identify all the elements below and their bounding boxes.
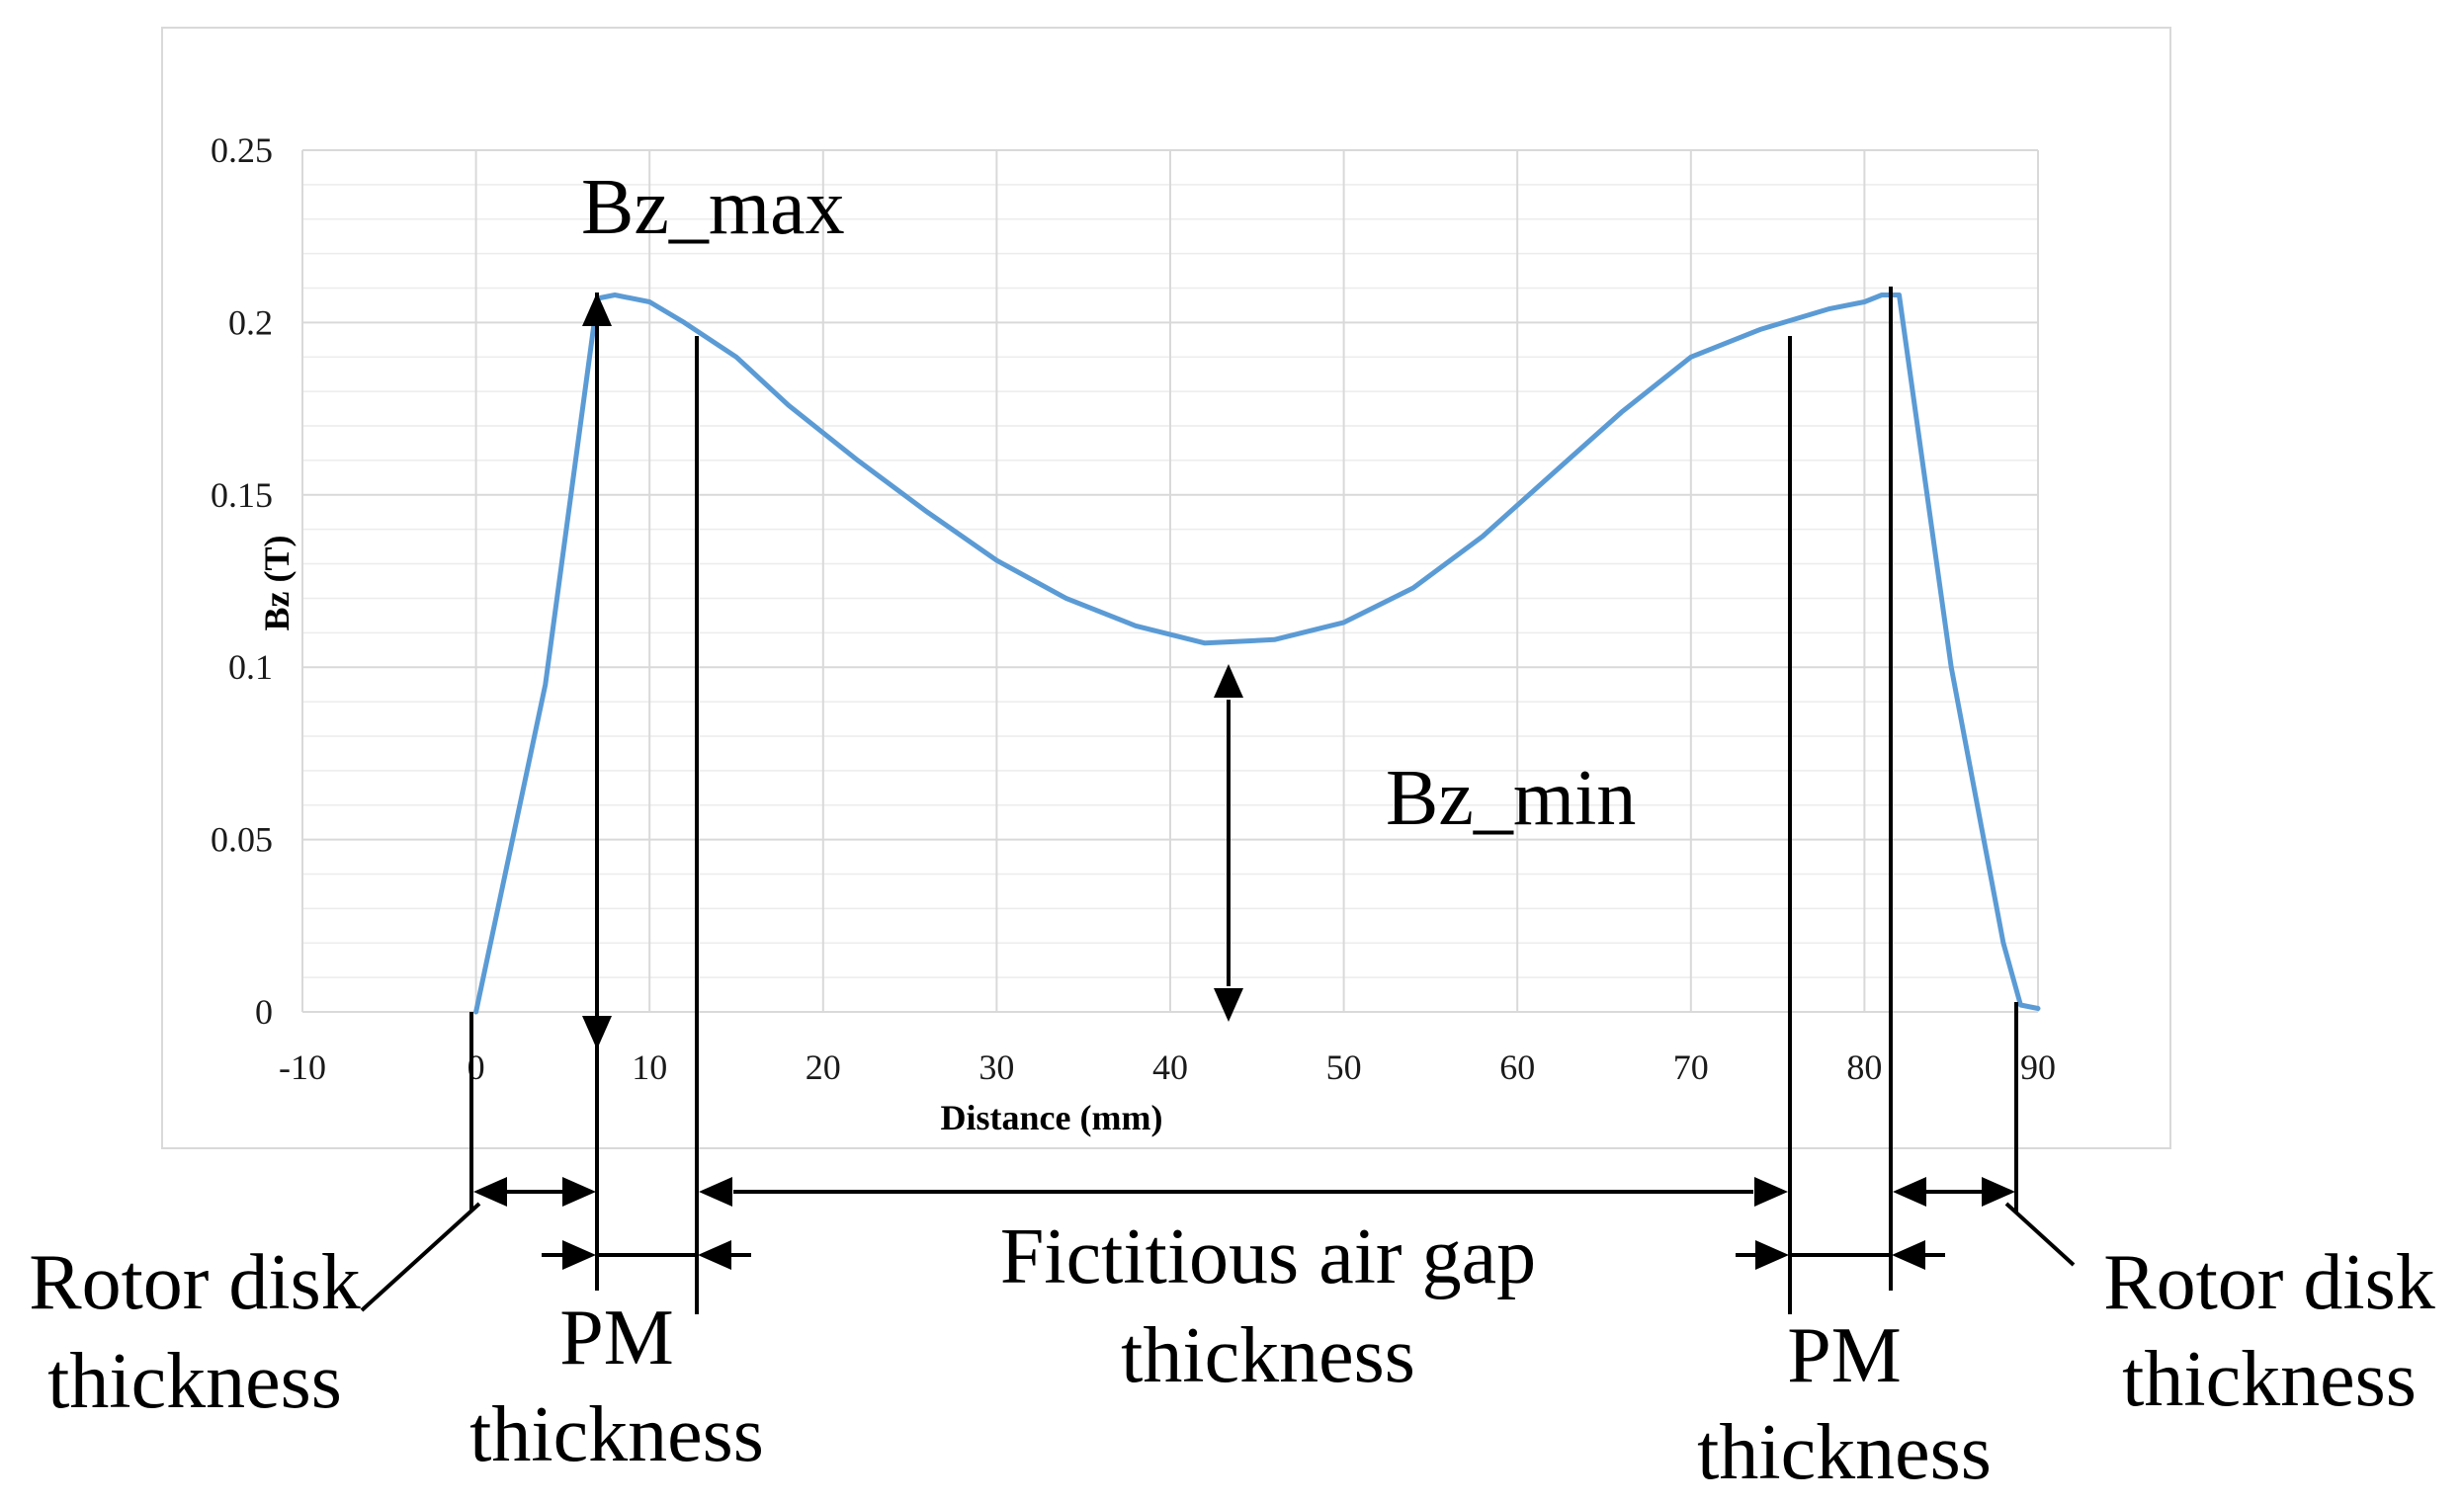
rotor-right-arrow-head-left xyxy=(1893,1177,1926,1207)
pm-right-label-line2: thickness xyxy=(1697,1409,1992,1496)
bz-max-arrow-head-bottom xyxy=(582,1016,612,1049)
rotor-left-arrow-head-left xyxy=(473,1177,507,1207)
pm-left-arrow-head-left xyxy=(562,1240,596,1270)
y-tick-label: 0.25 xyxy=(211,130,273,170)
bz-min-arrow-head-top xyxy=(1214,664,1243,698)
x-axis-title: Distance (mm) xyxy=(941,1098,1163,1137)
x-tick-label: 80 xyxy=(1846,1047,1882,1087)
x-tick-label: 40 xyxy=(1152,1047,1188,1087)
x-tick-label: 30 xyxy=(978,1047,1014,1087)
rotor-disk-right-label-line2: thickness xyxy=(2122,1336,2417,1423)
air-gap-arrow-head-right xyxy=(1754,1177,1788,1207)
pm-left-label-line2: thickness xyxy=(469,1391,764,1478)
bz-max-arrow-head-top xyxy=(582,293,612,326)
air-gap-label-line2: thickness xyxy=(1121,1312,1415,1399)
x-tick-label: 90 xyxy=(2020,1047,2056,1087)
bz-min-label: Bz_min xyxy=(1386,755,1636,842)
y-tick-label: 0.15 xyxy=(211,475,273,515)
y-axis-title: Bz (T) xyxy=(257,536,297,631)
y-tick-label: 0.1 xyxy=(228,647,273,687)
y-tick-label: 0.2 xyxy=(228,302,273,342)
bz-min-arrow-head-bottom xyxy=(1214,988,1243,1022)
rotor-left-leader-line xyxy=(360,1202,481,1312)
rotor-left-arrow-head-right xyxy=(562,1177,596,1207)
pm-right-arrow-head-right xyxy=(1892,1240,1925,1270)
rotor-disk-left-label-line1: Rotor disk xyxy=(29,1239,361,1326)
rotor-disk-left-label-line2: thickness xyxy=(47,1338,342,1425)
pm-left-label-line1: PM xyxy=(559,1295,674,1381)
chart-area-frame xyxy=(161,27,2171,1149)
dimension-annotations xyxy=(360,287,2076,1314)
y-tick-label: 0.05 xyxy=(211,820,273,860)
series-layer xyxy=(473,293,2041,1015)
pm-right-label-line1: PM xyxy=(1787,1312,1902,1399)
x-tick-label: 70 xyxy=(1673,1047,1709,1087)
x-tick-label: 10 xyxy=(632,1047,667,1087)
x-tick-label: 60 xyxy=(1499,1047,1535,1087)
rotor-right-arrow-head-right xyxy=(1982,1177,2015,1207)
bz-max-label: Bz_max xyxy=(581,164,845,251)
axis-tick-labels: 00.050.10.150.20.25-10 0 10 20 30 40 50 60 70 80 9… xyxy=(211,130,2056,1087)
pm-right-arrow-head-left xyxy=(1755,1240,1789,1270)
pm-left-arrow-head-right xyxy=(698,1240,731,1270)
x-tick-label: 20 xyxy=(806,1047,841,1087)
x-tick-label: -10 xyxy=(279,1047,326,1087)
x-tick-label: 50 xyxy=(1326,1047,1362,1087)
rotor-right-leader-line xyxy=(2004,1202,2076,1267)
air-gap-label-line1: Fictitious air gap xyxy=(1000,1213,1536,1300)
series-line xyxy=(473,293,2041,1015)
air-gap-arrow-head-left xyxy=(699,1177,732,1207)
rotor-disk-right-label-line1: Rotor disk xyxy=(2103,1239,2435,1326)
plot-grid xyxy=(301,149,2039,1013)
y-tick-label: 0 xyxy=(255,992,273,1032)
